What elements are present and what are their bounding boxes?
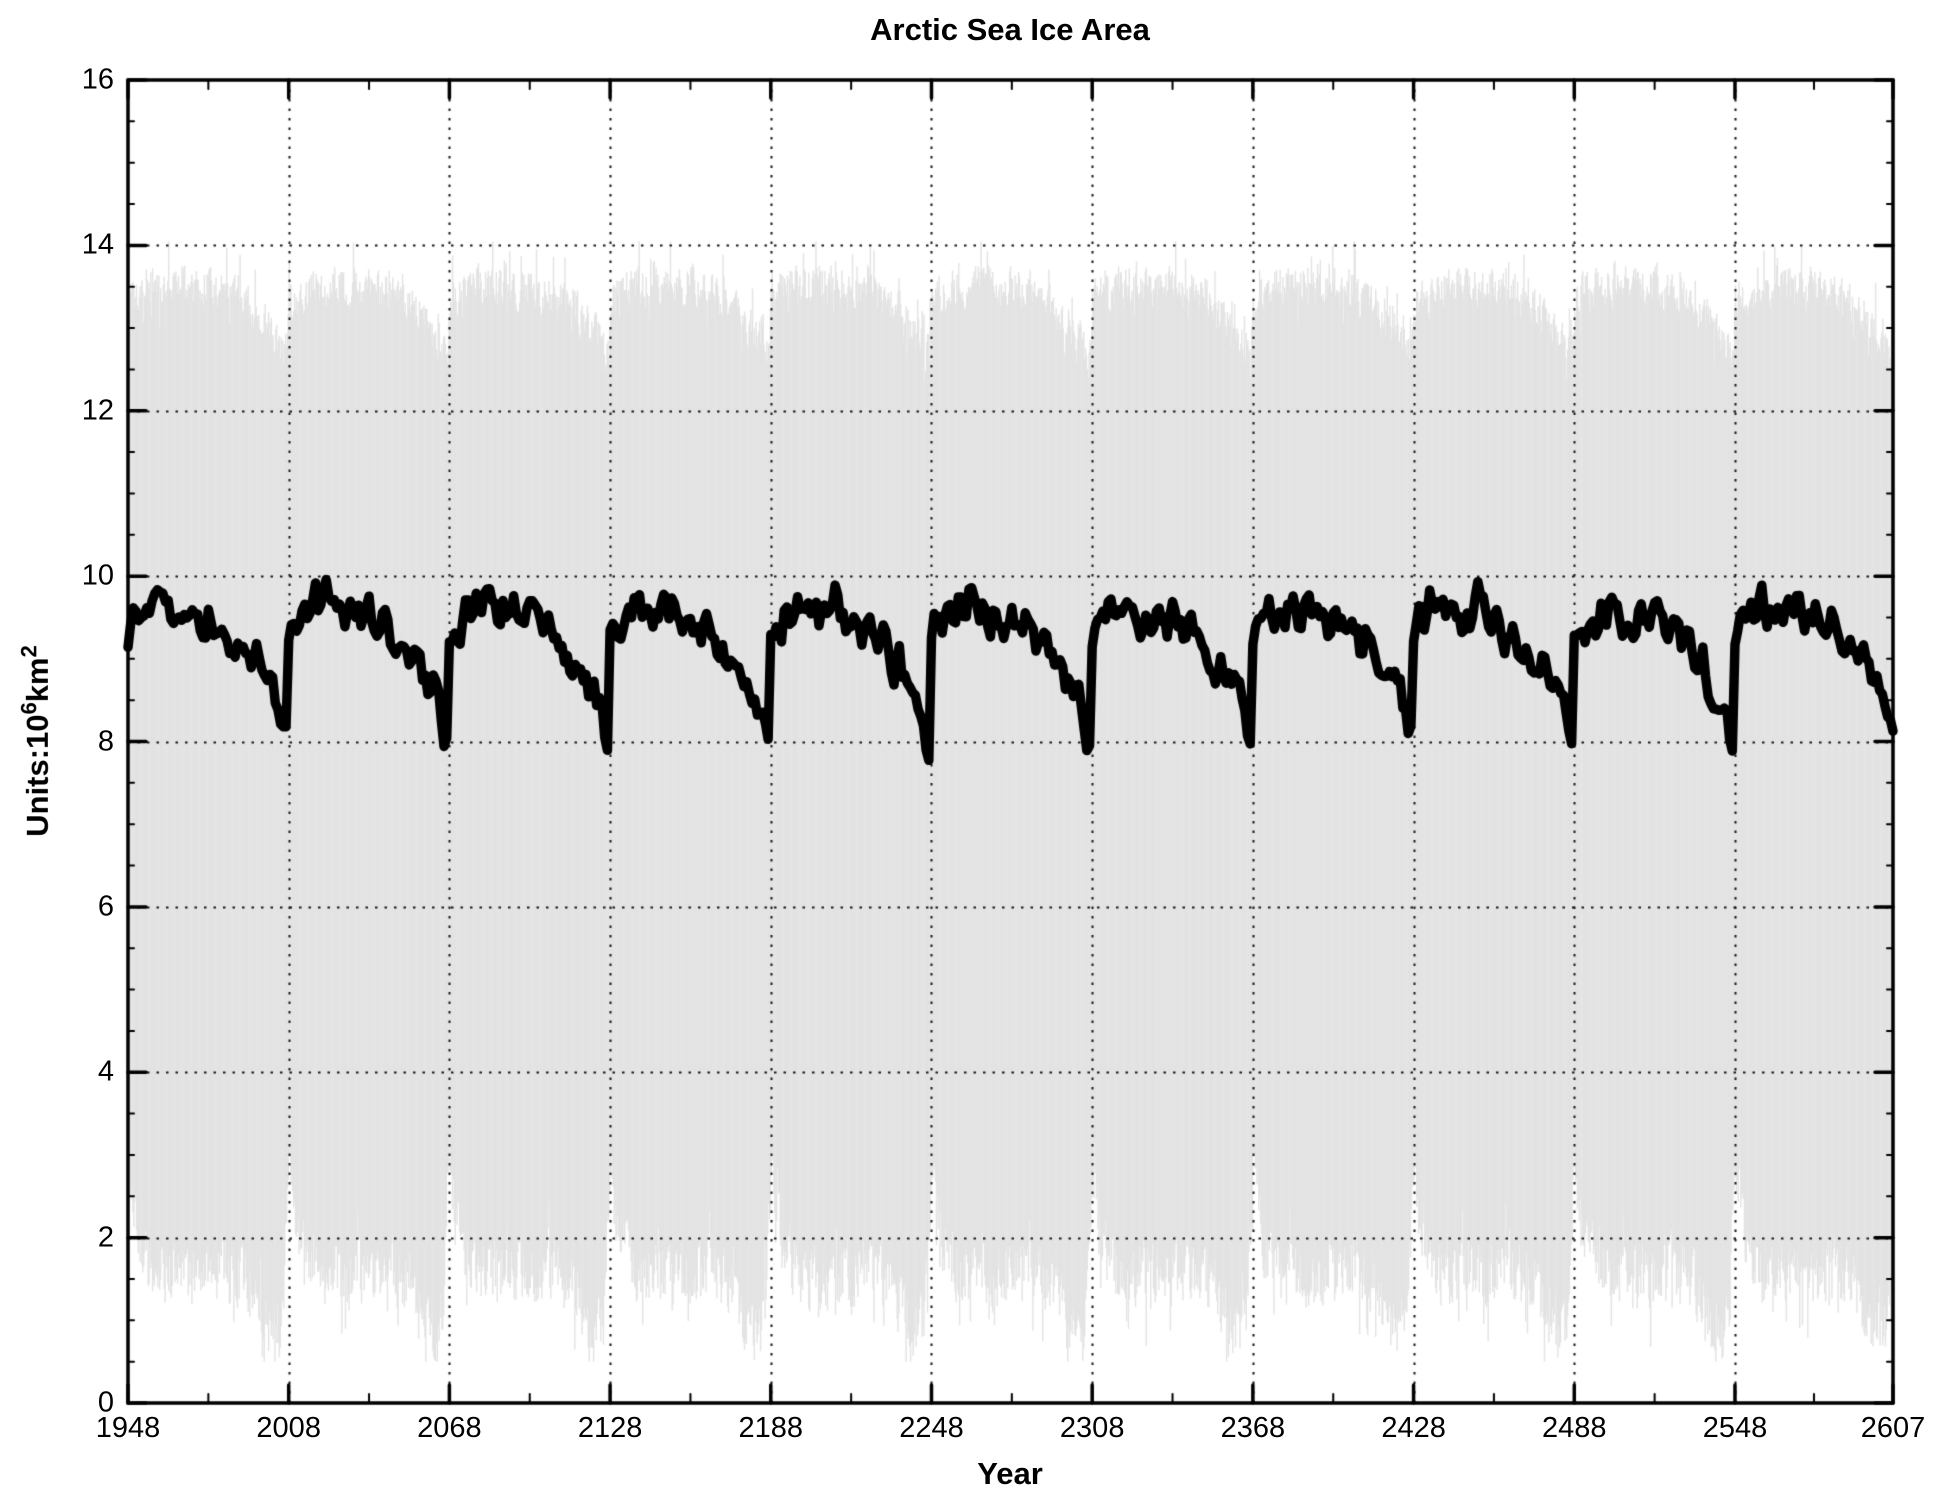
y-axis-label-unit: km (19, 657, 55, 703)
x-tick-label: 2128 (577, 1412, 643, 1444)
y-tick-label: 8 (97, 725, 114, 757)
y-tick-label: 0 (97, 1386, 114, 1419)
x-tick-label: 2488 (1542, 1412, 1607, 1444)
x-tick-label: 2607 (1860, 1412, 1926, 1444)
y-tick-label: 10 (81, 559, 114, 592)
x-tick-label: 2368 (1220, 1412, 1286, 1444)
y-tick-label: 6 (97, 890, 114, 923)
x-tick-label: 1948 (95, 1412, 161, 1444)
y-axis-label: Units:106km2 (16, 645, 55, 837)
x-tick-label: 2428 (1381, 1412, 1446, 1444)
y-tick-label: 12 (81, 394, 114, 427)
y-tick-label: 16 (81, 63, 114, 96)
y-tick-label: 2 (97, 1221, 114, 1254)
x-axis-label: Year (977, 1456, 1043, 1491)
y-axis-label-unit-exponent: 2 (16, 645, 42, 658)
y-tick-label: 14 (81, 228, 114, 261)
x-tick-label: 2248 (899, 1412, 964, 1444)
x-tick-label: 2068 (417, 1412, 482, 1444)
y-axis-label-exponent: 6 (16, 702, 42, 715)
y-axis-label-text: Units:10 (19, 714, 55, 837)
y-tick-label: 4 (97, 1055, 114, 1088)
x-tick-label: 2008 (256, 1412, 321, 1444)
x-tick-label: 2188 (738, 1412, 804, 1444)
x-tick-label: 2308 (1059, 1412, 1125, 1444)
x-tick-label: 2548 (1702, 1412, 1768, 1444)
chart-title: Arctic Sea Ice Area (870, 12, 1150, 47)
